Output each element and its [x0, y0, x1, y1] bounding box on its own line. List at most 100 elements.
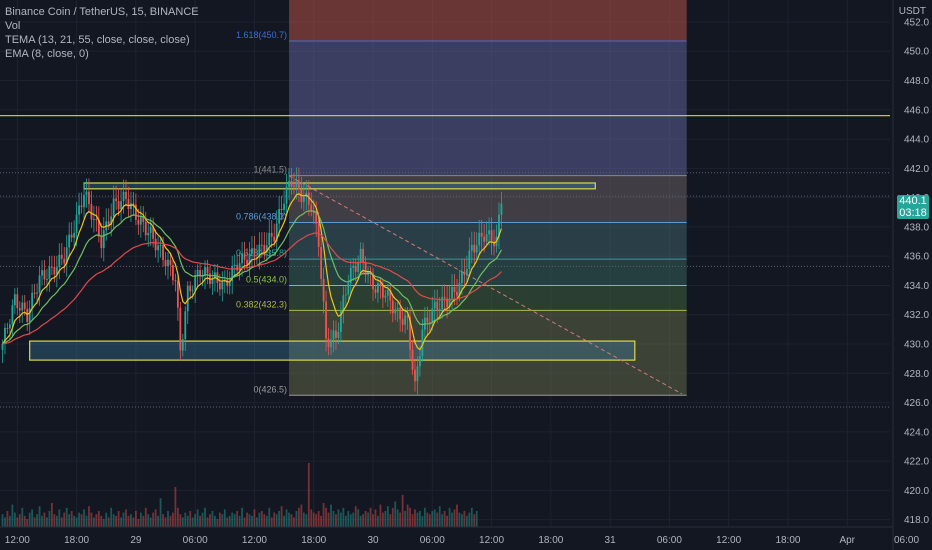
volume-bar [344, 515, 347, 527]
candle-body [206, 267, 209, 274]
volume-bar [80, 514, 83, 527]
price-tick-label: 420.0 [904, 486, 929, 497]
candle-body [186, 285, 189, 312]
candle-body [270, 232, 273, 237]
volume-bar [130, 514, 132, 527]
volume-bar [327, 512, 330, 527]
volume-bar [465, 515, 468, 527]
candle-body [90, 204, 93, 220]
candle-body [414, 369, 416, 382]
time-tick-label: 12:00 [5, 535, 30, 546]
volume-bar [280, 506, 283, 527]
candle-body [43, 270, 46, 280]
volume-bar [105, 512, 108, 527]
volume-bar [216, 519, 219, 527]
candle-body [191, 290, 194, 292]
fib-level-label: 0(426.5) [253, 384, 287, 394]
price-axis-background [893, 0, 932, 550]
candle-body [95, 219, 98, 221]
time-tick-label: 29 [130, 535, 142, 546]
candle-body [63, 258, 66, 264]
volume-bar [335, 514, 337, 527]
candle-body [288, 181, 290, 187]
volume-bar [436, 512, 439, 527]
trend-line [288, 175, 682, 395]
price-tick-label: 426.0 [904, 398, 929, 409]
candle-body [310, 204, 313, 212]
candle-body [218, 282, 221, 290]
candle-body [83, 194, 85, 208]
volume-bar [137, 519, 140, 527]
volume-bar [278, 511, 281, 527]
volume-bar [33, 517, 36, 527]
candle-body [236, 264, 239, 271]
candle-body [97, 219, 100, 237]
volume-bar [169, 515, 172, 527]
volume-bar [273, 512, 276, 527]
volume-bar [100, 515, 103, 527]
volume-bar [167, 511, 169, 527]
volume-bar [428, 514, 431, 527]
volume-bar [122, 512, 125, 527]
candle-body [60, 254, 63, 259]
candle-body [233, 264, 236, 267]
candle-body [196, 270, 199, 276]
currency-label[interactable]: USDT [898, 6, 926, 17]
candle-body [100, 236, 103, 249]
volume-bar [441, 514, 444, 527]
price-tick-label: 448.0 [904, 76, 929, 87]
time-tick-label: 18:00 [775, 535, 800, 546]
candle-body [58, 254, 61, 268]
symbol-title[interactable]: Binance Coin / TetherUS, 15, BINANCE [5, 6, 199, 18]
volume-indicator-label[interactable]: Vol [5, 20, 21, 32]
candle-body [142, 216, 145, 222]
ema-line [2, 192, 503, 351]
last-price-tag: 440.1 03:18 [897, 195, 929, 219]
volume-bar [238, 515, 241, 527]
candle-body [38, 275, 41, 293]
volume-bar [144, 507, 147, 527]
candle-body [11, 305, 14, 325]
volume-bar [51, 503, 53, 527]
ema-indicator-label[interactable]: EMA (8, close, 0) [5, 48, 89, 60]
volume-bar [68, 514, 71, 527]
volume-bar [374, 509, 377, 527]
volume-bar [265, 515, 268, 527]
candle-body [53, 266, 56, 275]
candle-body [332, 330, 335, 340]
volume-bar [317, 511, 320, 527]
volume-bar [379, 504, 382, 527]
candle-body [384, 295, 387, 298]
volume-bar [475, 511, 478, 527]
candle-body [377, 283, 379, 293]
volume-bar [364, 511, 367, 527]
candle-body [157, 245, 160, 251]
volume-bar [211, 511, 214, 527]
volume-bar [218, 512, 221, 527]
tema-indicator-label[interactable]: TEMA (13, 21, 55, close, close, close) [5, 34, 190, 46]
candle-body [36, 292, 38, 294]
volume-bar [295, 511, 298, 527]
candle-body [248, 253, 251, 265]
candle-body [265, 245, 268, 253]
candle-body [31, 292, 34, 309]
volume-bar [78, 512, 80, 527]
time-tick-label: 06:00 [420, 535, 445, 546]
candle-body [364, 262, 367, 276]
fib-level-label: 0.786(438.3) [236, 212, 287, 222]
candle-body [243, 253, 246, 260]
candle-body [164, 259, 167, 267]
candle-body [139, 216, 142, 225]
volume-bar [149, 517, 152, 527]
volume-bar [176, 507, 179, 527]
candle-body [349, 267, 352, 284]
price-tick-label: 444.0 [904, 135, 929, 146]
candle-body [26, 308, 29, 322]
candle-body [396, 307, 399, 310]
volume-bar [228, 515, 231, 527]
candle-body [127, 198, 130, 209]
volume-bar [154, 509, 157, 527]
candle-body [107, 221, 110, 226]
price-tick-label: 446.0 [904, 105, 929, 116]
